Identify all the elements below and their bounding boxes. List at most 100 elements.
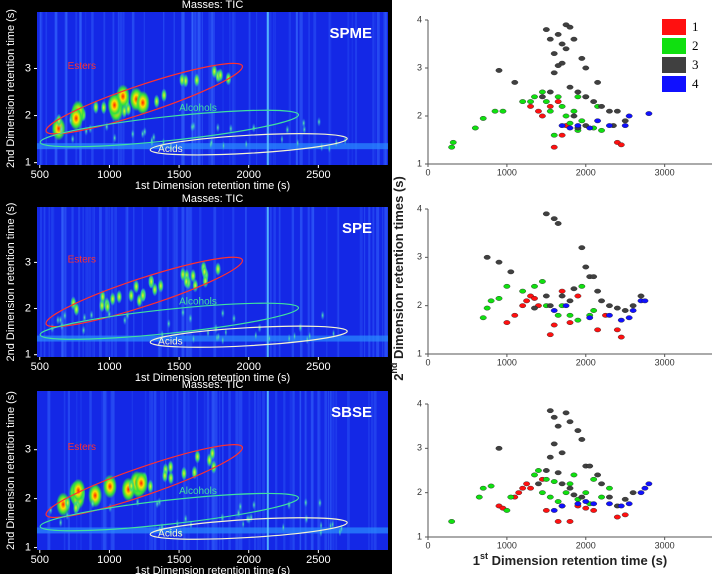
point: [487, 298, 495, 304]
streak: [305, 391, 308, 550]
streak: [191, 12, 194, 165]
streak: [300, 207, 303, 357]
peak: [167, 460, 174, 475]
point: [535, 468, 542, 473]
point: [558, 41, 566, 47]
baseline-band: [37, 335, 388, 342]
streak: [188, 391, 190, 550]
y-tick-label: 1: [25, 541, 31, 553]
point: [527, 485, 534, 491]
streak: [103, 391, 106, 550]
point: [546, 332, 554, 338]
streak: [368, 207, 371, 357]
peak: [142, 126, 147, 137]
peak: [150, 135, 154, 146]
streak: [52, 207, 55, 357]
peak: [58, 517, 63, 528]
point: [546, 36, 554, 42]
point: [558, 503, 566, 509]
peak: [334, 137, 338, 148]
peak: [190, 268, 197, 283]
x-tick-label: 0: [425, 540, 430, 550]
peak: [112, 133, 117, 144]
point: [519, 303, 527, 309]
point: [582, 490, 590, 496]
x-axis-label: 1st Dimension retention time (s): [135, 565, 290, 574]
point: [637, 293, 645, 299]
peak: [99, 289, 106, 304]
y-axis-label-part: 2: [391, 374, 406, 381]
x-tick-label: 1000: [97, 554, 121, 566]
streak: [110, 391, 112, 550]
x-tick-label: 2000: [236, 361, 260, 373]
peak: [55, 315, 60, 326]
point: [590, 507, 598, 513]
point: [527, 104, 534, 109]
point: [598, 298, 605, 304]
point: [554, 221, 562, 226]
region-label: Alcohols: [179, 103, 217, 114]
point: [554, 94, 562, 100]
point: [570, 492, 578, 498]
point: [527, 99, 534, 105]
legend-swatch: [662, 38, 686, 54]
peak: [107, 93, 122, 118]
streak: [376, 207, 380, 357]
y-axis-label: 2nd Dimension retention times (s): [389, 176, 406, 381]
peak: [128, 288, 135, 303]
streak: [233, 12, 236, 165]
peak: [68, 115, 73, 126]
point: [448, 144, 456, 150]
point: [550, 132, 558, 138]
point: [613, 514, 621, 520]
legend-swatch: [662, 19, 686, 35]
point: [558, 481, 566, 487]
point: [535, 481, 542, 487]
x-tick-label: 0: [425, 167, 430, 177]
point: [574, 293, 582, 299]
peak: [338, 526, 342, 537]
panel-label: SPME: [329, 25, 372, 42]
point: [594, 118, 602, 124]
point: [566, 419, 574, 425]
point: [645, 111, 653, 117]
streak: [384, 12, 387, 165]
point: [582, 499, 590, 504]
peak: [147, 479, 154, 494]
point: [550, 479, 558, 484]
legend-swatch: [662, 76, 686, 92]
point: [594, 288, 602, 294]
y-tick-label: 1: [417, 348, 422, 358]
peak: [109, 292, 116, 307]
point: [558, 132, 566, 138]
point: [554, 519, 562, 524]
peak: [211, 64, 218, 79]
peak: [210, 137, 214, 148]
point: [550, 507, 558, 513]
streak: [64, 12, 68, 165]
streak: [50, 207, 54, 357]
point: [542, 476, 550, 482]
point: [606, 108, 613, 114]
point: [542, 507, 550, 513]
point: [606, 494, 613, 500]
point: [471, 125, 479, 131]
point: [582, 264, 590, 270]
x-tick-label: 2000: [576, 540, 596, 550]
streak: [387, 207, 388, 357]
peak: [254, 330, 258, 341]
point: [550, 414, 558, 420]
point: [546, 104, 554, 109]
y-tick-label: 3: [417, 443, 422, 453]
streak: [108, 207, 110, 357]
point: [538, 279, 546, 284]
streak: [313, 12, 317, 165]
point: [495, 259, 503, 265]
peak: [320, 310, 325, 321]
legend-swatch: [662, 57, 686, 73]
streak: [295, 12, 298, 165]
point: [554, 99, 562, 105]
streak: [197, 12, 200, 165]
chromatogram: [37, 391, 388, 550]
peak: [59, 124, 64, 135]
